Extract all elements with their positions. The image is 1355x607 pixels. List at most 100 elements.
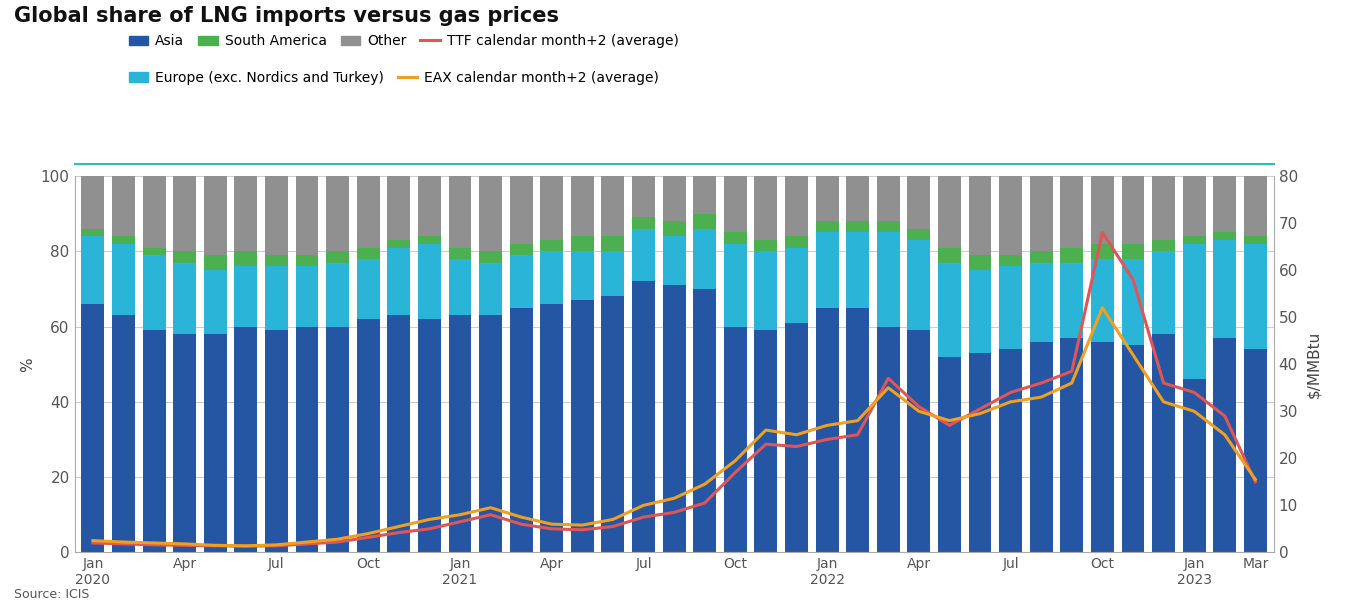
Bar	[785, 323, 808, 552]
Bar	[846, 176, 869, 221]
Bar	[1244, 244, 1267, 349]
Bar	[203, 270, 226, 334]
Bar	[602, 176, 625, 236]
Bar	[846, 308, 869, 552]
Bar	[388, 315, 411, 552]
Bar	[1213, 232, 1236, 240]
Bar	[266, 266, 287, 330]
Bar	[1122, 244, 1145, 259]
Bar	[509, 255, 533, 308]
Bar	[1091, 259, 1114, 342]
Bar	[570, 300, 593, 552]
Bar	[417, 244, 440, 319]
Bar	[480, 251, 503, 263]
Bar	[999, 255, 1022, 266]
Bar	[327, 176, 350, 251]
Bar	[663, 236, 686, 285]
Bar	[1091, 244, 1114, 259]
Bar	[908, 240, 931, 330]
Bar	[1213, 338, 1236, 552]
Bar	[570, 251, 593, 300]
Bar	[938, 248, 961, 263]
Bar	[602, 236, 625, 251]
Bar	[816, 221, 839, 232]
Bar	[480, 315, 503, 552]
Bar	[112, 315, 136, 552]
Bar	[724, 176, 747, 232]
Bar	[295, 266, 318, 327]
Bar	[203, 176, 226, 255]
Bar	[846, 232, 869, 308]
Bar	[908, 176, 931, 229]
Bar	[234, 266, 257, 327]
Bar	[388, 176, 411, 240]
Bar	[356, 248, 379, 259]
Bar	[694, 289, 717, 552]
Bar	[234, 176, 257, 251]
Bar	[663, 221, 686, 236]
Bar	[755, 330, 778, 552]
Bar	[327, 327, 350, 552]
Bar	[509, 308, 533, 552]
Bar	[877, 176, 900, 221]
Bar	[1152, 334, 1175, 552]
Bar	[785, 248, 808, 323]
Bar	[480, 263, 503, 315]
Bar	[81, 236, 104, 304]
Bar	[846, 221, 869, 232]
Bar	[234, 251, 257, 266]
Bar	[631, 217, 654, 229]
Bar	[1213, 240, 1236, 338]
Bar	[663, 285, 686, 552]
Bar	[1183, 176, 1206, 236]
Bar	[356, 259, 379, 319]
Bar	[1030, 342, 1053, 552]
Bar	[785, 236, 808, 248]
Bar	[663, 176, 686, 221]
Bar	[724, 327, 747, 552]
Bar	[816, 232, 839, 308]
Text: Source: ICIS: Source: ICIS	[14, 588, 89, 601]
Bar	[356, 176, 379, 248]
Bar	[724, 244, 747, 327]
Bar	[509, 176, 533, 244]
Bar	[295, 176, 318, 255]
Bar	[266, 176, 287, 255]
Bar	[938, 357, 961, 552]
Bar	[142, 248, 165, 255]
Bar	[1122, 259, 1145, 345]
Bar	[1091, 342, 1114, 552]
Bar	[480, 176, 503, 251]
Bar	[1122, 345, 1145, 552]
Bar	[999, 176, 1022, 255]
Bar	[785, 176, 808, 236]
Bar	[1030, 251, 1053, 263]
Bar	[602, 251, 625, 296]
Bar	[999, 349, 1022, 552]
Bar	[173, 334, 196, 552]
Bar	[173, 251, 196, 263]
Bar	[541, 304, 564, 552]
Bar	[356, 319, 379, 552]
Bar	[1061, 263, 1083, 338]
Bar	[570, 176, 593, 236]
Bar	[1152, 251, 1175, 334]
Bar	[1152, 240, 1175, 251]
Bar	[631, 176, 654, 217]
Bar	[969, 353, 992, 552]
Bar	[999, 266, 1022, 349]
Bar	[449, 248, 472, 259]
Bar	[1183, 244, 1206, 379]
Bar	[173, 263, 196, 334]
Bar	[1183, 236, 1206, 244]
Bar	[417, 319, 440, 552]
Bar	[142, 255, 165, 330]
Bar	[541, 251, 564, 304]
Y-axis label: %: %	[20, 357, 35, 371]
Bar	[327, 251, 350, 263]
Bar	[969, 255, 992, 270]
Text: Global share of LNG imports versus gas prices: Global share of LNG imports versus gas p…	[14, 6, 558, 26]
Bar	[266, 255, 287, 266]
Bar	[1030, 176, 1053, 251]
Bar	[1122, 176, 1145, 244]
